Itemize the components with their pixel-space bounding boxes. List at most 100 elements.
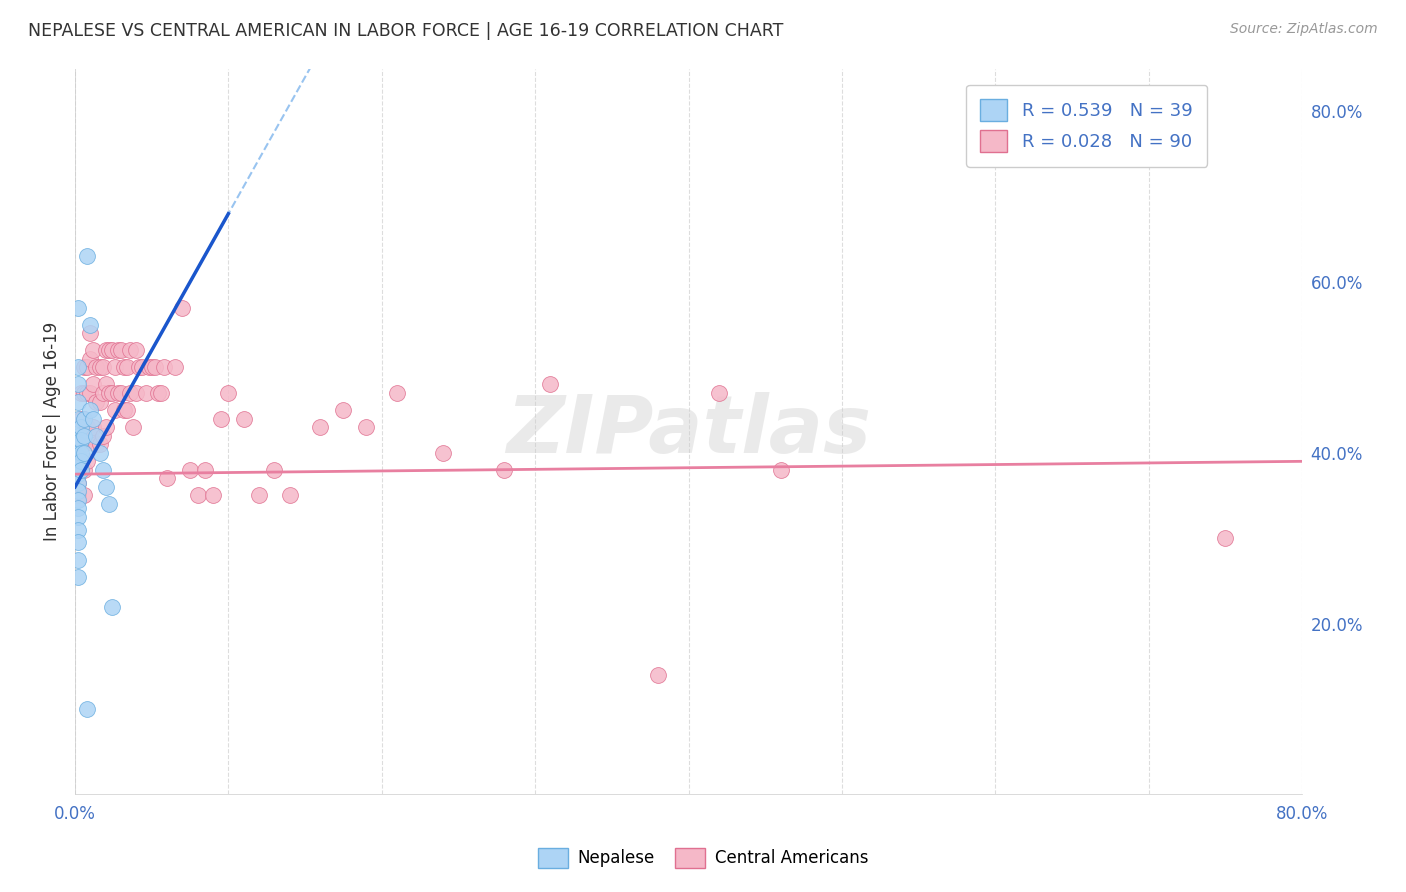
Point	[135, 386, 157, 401]
Text: ZIPatlas: ZIPatlas	[506, 392, 872, 470]
Point	[70, 446, 93, 460]
Point	[104, 403, 127, 417]
Point	[247, 488, 270, 502]
Point	[73, 463, 96, 477]
Point	[79, 351, 101, 366]
Point	[187, 488, 209, 502]
Point	[82, 377, 104, 392]
Point	[120, 343, 142, 358]
Point	[89, 437, 111, 451]
Point	[79, 428, 101, 442]
Point	[67, 501, 90, 516]
Point	[79, 318, 101, 332]
Point	[67, 428, 90, 442]
Point	[67, 467, 90, 482]
Point	[97, 343, 120, 358]
Point	[73, 360, 96, 375]
Point	[82, 420, 104, 434]
Point	[97, 497, 120, 511]
Point	[70, 433, 93, 447]
Point	[67, 509, 90, 524]
Point	[179, 463, 201, 477]
Point	[97, 386, 120, 401]
Point	[79, 403, 101, 417]
Point	[149, 386, 172, 401]
Point	[86, 394, 108, 409]
Point	[94, 480, 117, 494]
Point	[263, 463, 285, 477]
Point	[67, 450, 90, 464]
Point	[67, 360, 90, 375]
Point	[67, 475, 90, 490]
Point	[79, 386, 101, 401]
Point	[163, 360, 186, 375]
Point	[76, 249, 98, 263]
Point	[115, 360, 138, 375]
Point	[107, 386, 129, 401]
Point	[67, 484, 90, 499]
Point	[86, 428, 108, 442]
Point	[156, 471, 179, 485]
Legend: R = 0.539   N = 39, R = 0.028   N = 90: R = 0.539 N = 39, R = 0.028 N = 90	[966, 85, 1208, 167]
Point	[70, 437, 93, 451]
Point	[70, 420, 93, 434]
Point	[67, 377, 90, 392]
Point	[194, 463, 217, 477]
Point	[91, 360, 114, 375]
Point	[73, 386, 96, 401]
Point	[125, 386, 148, 401]
Point	[101, 386, 124, 401]
Point	[86, 360, 108, 375]
Point	[769, 463, 792, 477]
Point	[94, 420, 117, 434]
Point	[67, 488, 90, 502]
Point	[278, 488, 301, 502]
Point	[385, 386, 408, 401]
Point	[122, 420, 145, 434]
Point	[67, 437, 90, 451]
Point	[112, 403, 135, 417]
Point	[67, 552, 90, 566]
Point	[202, 488, 225, 502]
Point	[79, 326, 101, 341]
Point	[82, 411, 104, 425]
Point	[67, 437, 90, 451]
Point	[110, 386, 132, 401]
Point	[332, 403, 354, 417]
Point	[73, 411, 96, 425]
Legend: Nepalese, Central Americans: Nepalese, Central Americans	[531, 841, 875, 875]
Point	[141, 360, 163, 375]
Y-axis label: In Labor Force | Age 16-19: In Labor Force | Age 16-19	[44, 322, 60, 541]
Point	[91, 463, 114, 477]
Point	[101, 343, 124, 358]
Point	[112, 360, 135, 375]
Point	[94, 377, 117, 392]
Point	[309, 420, 332, 434]
Point	[73, 428, 96, 442]
Point	[76, 420, 98, 434]
Point	[67, 463, 90, 477]
Point	[67, 535, 90, 549]
Point	[540, 377, 562, 392]
Point	[125, 343, 148, 358]
Point	[67, 394, 90, 409]
Point	[104, 360, 127, 375]
Point	[70, 463, 93, 477]
Point	[67, 446, 90, 460]
Point	[67, 475, 90, 490]
Point	[73, 488, 96, 502]
Point	[67, 458, 90, 473]
Point	[94, 343, 117, 358]
Point	[70, 454, 93, 468]
Point	[146, 386, 169, 401]
Point	[67, 523, 90, 537]
Point	[86, 437, 108, 451]
Point	[91, 428, 114, 442]
Point	[73, 411, 96, 425]
Point	[107, 343, 129, 358]
Point	[101, 599, 124, 614]
Point	[128, 360, 150, 375]
Point	[70, 411, 93, 425]
Point	[73, 446, 96, 460]
Point	[432, 446, 454, 460]
